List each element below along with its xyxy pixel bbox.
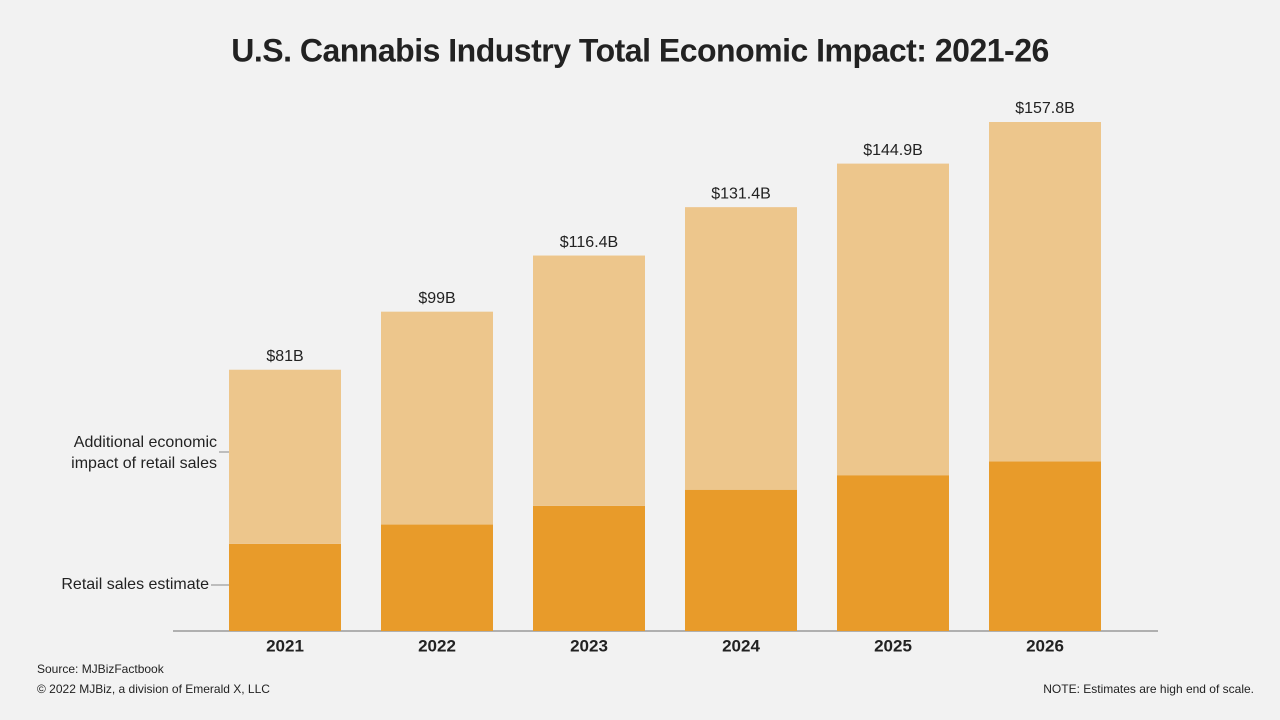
bar-segment: [533, 505, 645, 631]
x-tick-label: 2026: [1026, 636, 1064, 655]
bar-segment: [685, 207, 797, 490]
source: Source: MJBizFactbook: [37, 662, 165, 676]
bar-segment: [837, 475, 949, 631]
x-tick-label: 2022: [418, 636, 456, 655]
x-tick-label: 2021: [266, 636, 304, 655]
total-label: $131.4B: [711, 185, 771, 202]
bar-segment: [533, 255, 645, 506]
legend-label: Additional economic impact of retail sal…: [71, 434, 217, 472]
bar-segment: [381, 524, 493, 631]
bar-segment: [381, 311, 493, 525]
total-label: $81B: [266, 348, 303, 365]
bar-segment: [837, 163, 949, 476]
bar-segment: [685, 489, 797, 631]
legend-label: Retail sales estimate: [61, 576, 209, 593]
bar-segment: [989, 122, 1101, 462]
total-label: $157.8B: [1015, 100, 1075, 117]
bar-segment: [229, 543, 341, 631]
x-tick-label: 2024: [722, 636, 760, 655]
bar-segment: [229, 369, 341, 544]
x-tick-label: 2023: [570, 636, 608, 655]
total-label: $116.4B: [560, 234, 618, 251]
chart-title: U.S. Cannabis Industry Total Economic Im…: [231, 32, 1049, 68]
total-label: $144.9B: [863, 142, 923, 159]
total-label: $99B: [418, 290, 455, 307]
bar-segment: [989, 461, 1101, 631]
x-tick-label: 2025: [874, 636, 912, 655]
copyright: © 2022 MJBiz, a division of Emerald X, L…: [37, 682, 270, 696]
note: NOTE: Estimates are high end of scale.: [1043, 682, 1254, 696]
